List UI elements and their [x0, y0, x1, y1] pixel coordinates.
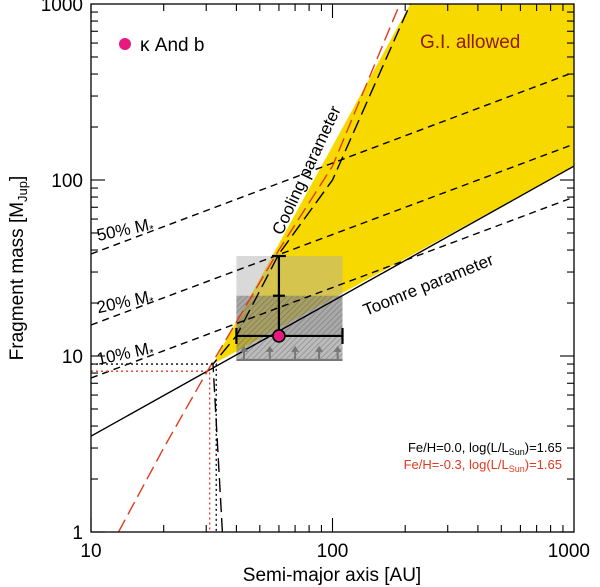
condition-line-2: Fe/H=-0.3, log(L/LSun)=1.65	[404, 457, 562, 474]
lower-limit-arrowhead-5	[333, 345, 342, 352]
model-curves	[91, 4, 574, 532]
x-tick-label: 100	[317, 541, 349, 562]
condition-line-1: Fe/H=0.0, log(L/LSun)=1.65	[408, 440, 562, 457]
uncertainty-hatch	[236, 295, 343, 360]
lower-limit-arrowhead-4	[315, 345, 324, 352]
dotted-guide-1	[91, 363, 217, 532]
mass-fraction-labels: 50% M* 20% M* 10% M*	[95, 214, 156, 371]
mass-fraction-label-2: 20% M*	[95, 287, 156, 320]
x-axis-title: Semi-major axis [AU]	[243, 565, 421, 586]
legend-marker	[119, 38, 131, 50]
lower-limit-arrowhead-2	[265, 345, 274, 352]
x-tick-label: 10	[80, 541, 101, 562]
curve-cooling	[212, 4, 411, 532]
gi-allowed-label: G.I. allowed	[420, 32, 520, 53]
y-axis-title: Fragment mass [MJup]	[7, 176, 30, 361]
uncertainty-boxes	[236, 255, 343, 360]
dotted-guide-2	[91, 370, 211, 532]
x-tick-label: 1000	[548, 541, 590, 562]
mass-fraction-label-1: 50% M*	[95, 214, 156, 247]
legend-label: κ And b	[140, 35, 204, 56]
plot-area	[91, 4, 574, 532]
curve-mstar-10	[91, 196, 574, 379]
curve-toomre	[91, 165, 574, 437]
curve-cooling-lowZ	[117, 4, 401, 532]
lower-limit-arrowhead-1	[239, 345, 248, 352]
dotted-guides	[91, 363, 217, 532]
y-tick-label: 100	[51, 171, 83, 192]
curve-mstar-50	[91, 71, 574, 255]
kappa-and-b-errorbars	[235, 254, 344, 362]
y-tick-label: 1000	[41, 0, 83, 16]
gi-allowed-region	[213, 4, 574, 365]
kappa-and-b-point	[272, 329, 286, 343]
mass-fraction-label-3: 10% M*	[95, 338, 156, 371]
curve-mstar-20	[91, 143, 574, 326]
y-tick-label: 1	[72, 523, 83, 544]
y-tick-label: 10	[62, 347, 83, 368]
lower-limit-arrowhead-3	[291, 345, 300, 352]
